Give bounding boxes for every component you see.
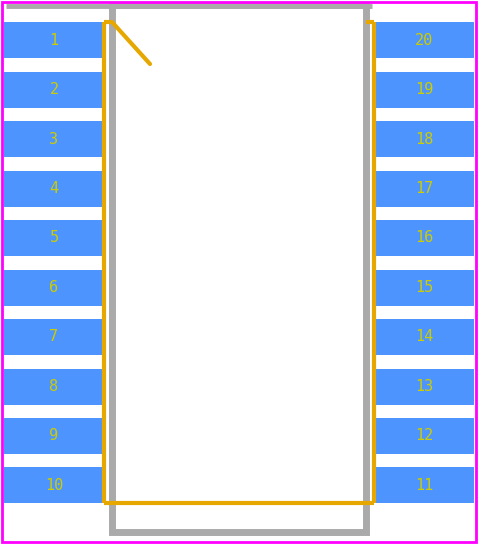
Text: 1: 1 [49,33,59,47]
Bar [4,319,104,355]
Bar [374,121,474,157]
Text: 9: 9 [49,429,59,443]
Text: 5: 5 [49,231,59,245]
Text: 16: 16 [415,231,433,245]
Bar [4,22,104,58]
Bar [4,121,104,157]
Bar [374,319,474,355]
Text: 6: 6 [49,280,59,295]
Bar [374,467,474,504]
Bar [4,220,104,256]
Text: 8: 8 [49,379,59,394]
Bar [4,418,104,454]
Text: 13: 13 [415,379,433,394]
Text: 4: 4 [49,181,59,196]
Bar [374,269,474,306]
Bar [112,5,366,532]
Text: 3: 3 [49,132,59,146]
Text: 14: 14 [415,330,433,344]
Text: 11: 11 [415,478,433,493]
Bar [4,71,104,108]
Bar [374,418,474,454]
Bar [4,368,104,405]
Text: 20: 20 [415,33,433,47]
Bar [374,71,474,108]
Bar [374,220,474,256]
Text: 17: 17 [415,181,433,196]
Text: 19: 19 [415,82,433,97]
Text: 12: 12 [415,429,433,443]
Text: 7: 7 [49,330,59,344]
Text: 18: 18 [415,132,433,146]
Bar [374,170,474,207]
Bar [374,368,474,405]
Bar [4,170,104,207]
Text: 10: 10 [45,478,63,493]
Bar [374,22,474,58]
Bar [4,269,104,306]
Text: 2: 2 [49,82,59,97]
Text: 15: 15 [415,280,433,295]
Bar [4,467,104,504]
